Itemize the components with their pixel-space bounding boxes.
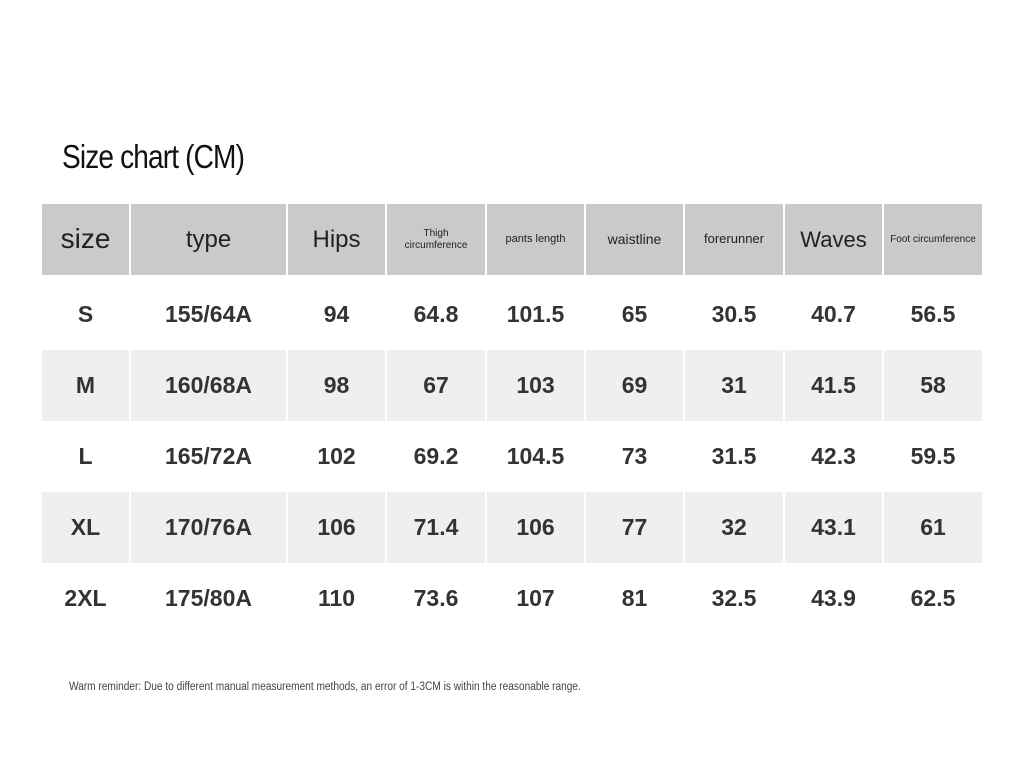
table-cell: 43.1 (785, 492, 882, 563)
table-cell: M (42, 350, 129, 421)
table-cell: 102 (317, 443, 356, 469)
table-cell: 59.5 (910, 443, 956, 469)
header-cell: Waves (785, 204, 882, 275)
table-cell: 65 (621, 301, 648, 327)
header-cell: forerunner (685, 204, 783, 275)
table-cell: 77 (586, 492, 683, 563)
table-cell: 62.5 (910, 585, 956, 611)
header-cell: Foot circumference (884, 204, 982, 275)
table-cell: 106 (487, 492, 584, 563)
table-cell: S (77, 301, 94, 327)
table-cell: 41.5 (785, 350, 882, 421)
table-cell: 64.8 (413, 301, 459, 327)
table-cell: 58 (884, 350, 982, 421)
note: Warm reminder: Due to different manual m… (69, 681, 581, 693)
table-cell: 71.4 (387, 492, 485, 563)
header-cell: waistline (586, 204, 683, 275)
table-cell: 32.5 (711, 585, 757, 611)
table-cell: 165/72A (165, 443, 252, 469)
table-cell: 2XL (64, 585, 107, 611)
header-cell: type (131, 204, 286, 275)
table-cell: 73.6 (413, 585, 459, 611)
header-cell: Thigh circumference (387, 204, 485, 275)
table-cell: 43.9 (811, 585, 856, 611)
table-cell: 155/64A (165, 301, 252, 327)
table-cell: 61 (884, 492, 982, 563)
table-cell: 170/76A (131, 492, 286, 563)
table-cell: 31 (685, 350, 783, 421)
header-cell: pants length (487, 204, 584, 275)
table-cell: 32 (685, 492, 783, 563)
table-cell: 42.3 (811, 443, 856, 469)
table-cell: 69.2 (413, 443, 459, 469)
table-cell: 103 (487, 350, 584, 421)
table-cell: 160/68A (131, 350, 286, 421)
table-cell: 56.5 (910, 301, 956, 327)
table-cell: 69 (586, 350, 683, 421)
table-cell: 30.5 (711, 301, 757, 327)
title: Size chart (CM) (62, 138, 245, 175)
table-cell: L (78, 443, 93, 469)
table-cell: 98 (288, 350, 385, 421)
table-cell: 73 (621, 443, 648, 469)
table-cell: 110 (317, 585, 356, 611)
table-cell: 81 (621, 585, 648, 611)
table-cell: 107 (516, 585, 555, 611)
table-cell: 104.5 (506, 443, 565, 469)
table-cell: 106 (288, 492, 385, 563)
header-cell: size (42, 204, 129, 275)
table-cell: 40.7 (811, 301, 856, 327)
table-cell: 175/80A (165, 585, 252, 611)
table-cell: 31.5 (711, 443, 757, 469)
table-cell: 94 (323, 301, 350, 327)
table-cell: XL (42, 492, 129, 563)
table-cell: 101.5 (506, 301, 565, 327)
table-cell: 67 (387, 350, 485, 421)
header-cell: Hips (288, 204, 385, 275)
